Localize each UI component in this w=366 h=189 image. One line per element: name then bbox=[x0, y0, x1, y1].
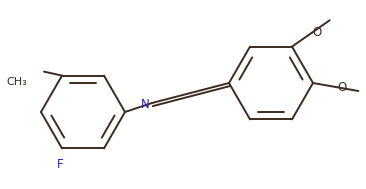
Text: O: O bbox=[313, 26, 322, 39]
Text: F: F bbox=[57, 158, 63, 171]
Text: N: N bbox=[141, 98, 150, 111]
Text: O: O bbox=[338, 81, 347, 94]
Text: CH₃: CH₃ bbox=[6, 77, 27, 87]
